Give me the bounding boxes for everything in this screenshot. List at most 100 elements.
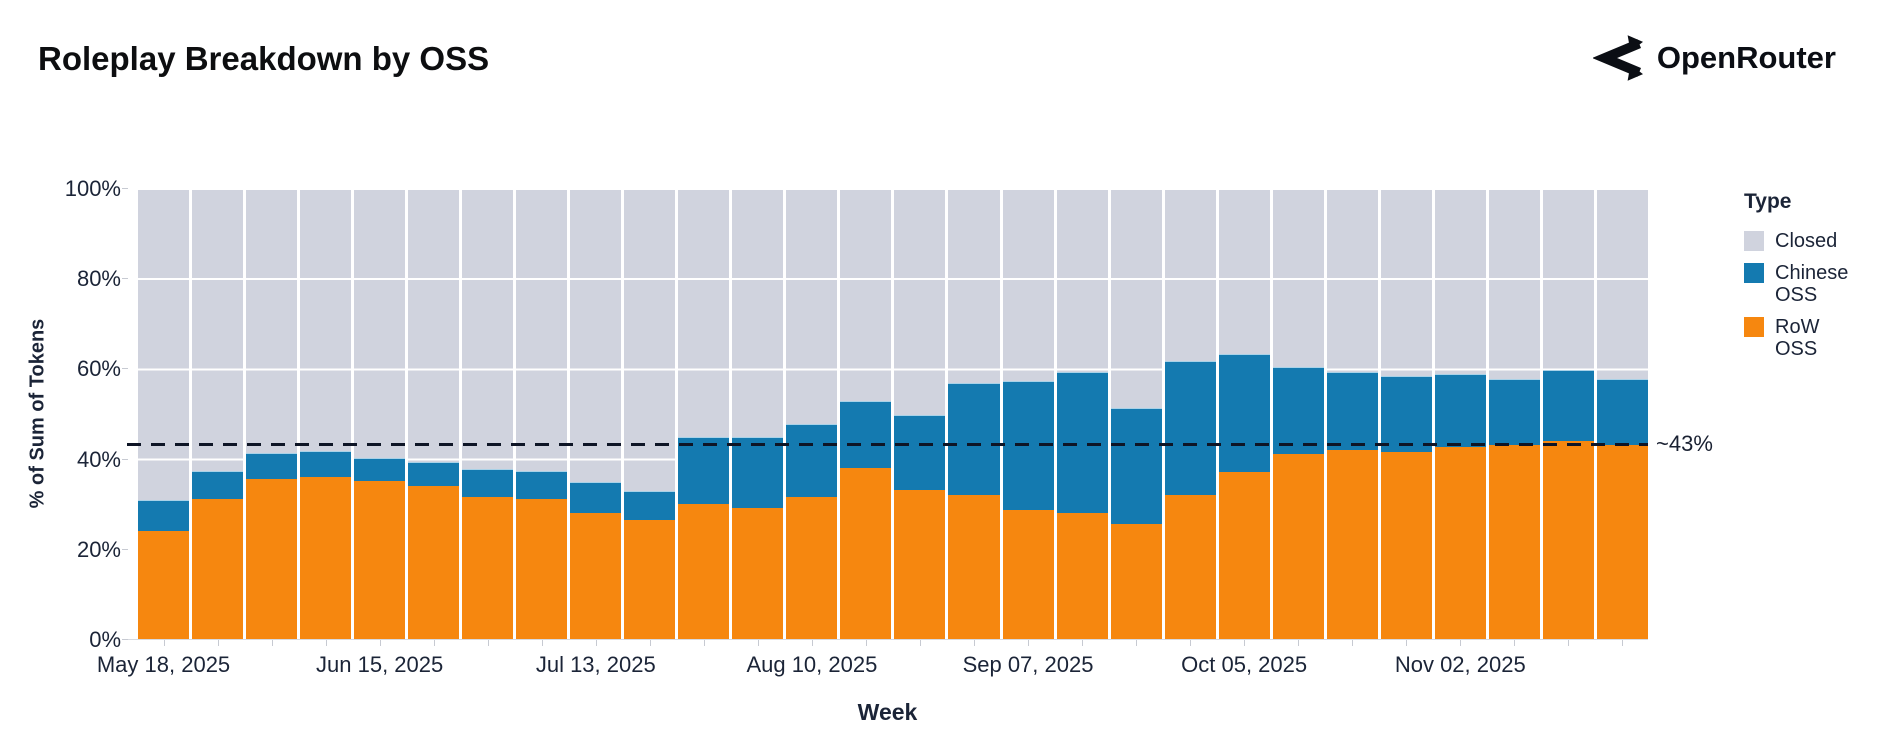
bar-nov-09-2025[interactable] [1488, 188, 1540, 639]
segment-row-oss[interactable] [894, 490, 946, 639]
segment-chinese-oss[interactable] [678, 437, 730, 504]
segment-chinese-oss[interactable] [1218, 353, 1270, 473]
segment-chinese-oss[interactable] [1056, 371, 1108, 513]
segment-chinese-oss[interactable] [732, 437, 784, 509]
bar-sep-28-2025[interactable] [1164, 188, 1216, 639]
segment-chinese-oss[interactable] [354, 457, 406, 482]
bar-aug-17-2025[interactable] [840, 188, 892, 639]
bar-jul-13-2025[interactable] [570, 188, 622, 639]
bar-aug-31-2025[interactable] [948, 188, 1000, 639]
segment-row-oss[interactable] [840, 467, 892, 639]
legend-item-row-oss[interactable]: RoW OSS [1744, 316, 1864, 360]
x-axis-title: Week [857, 699, 918, 725]
bar-aug-24-2025[interactable] [894, 188, 946, 639]
segment-chinese-oss[interactable] [894, 414, 946, 491]
segment-chinese-oss[interactable] [192, 471, 244, 500]
x-tick-mark [1298, 640, 1300, 646]
segment-row-oss[interactable] [1164, 494, 1216, 639]
segment-row-oss[interactable] [516, 499, 568, 639]
bar-jun-29-2025[interactable] [462, 188, 514, 639]
segment-row-oss[interactable] [138, 530, 190, 639]
segment-row-oss[interactable] [462, 496, 514, 639]
segment-chinese-oss[interactable] [1596, 378, 1648, 446]
bar-nov-02-2025[interactable] [1434, 188, 1486, 639]
segment-row-oss[interactable] [786, 496, 838, 639]
segment-chinese-oss[interactable] [1272, 367, 1324, 455]
segment-row-oss[interactable] [246, 478, 298, 639]
bar-oct-12-2025[interactable] [1272, 188, 1324, 639]
segment-chinese-oss[interactable] [1164, 360, 1216, 495]
bar-nov-23-2025[interactable] [1596, 188, 1648, 639]
legend-item-closed[interactable]: Closed [1744, 230, 1864, 252]
segment-row-oss[interactable] [624, 519, 676, 639]
x-axis-labels: May 18, 2025 Jun 15, 2025 Jul 13, 2025 Aug … [97, 652, 1648, 680]
bar-jul-27-2025[interactable] [678, 188, 730, 639]
segment-row-oss[interactable] [1380, 451, 1432, 639]
segment-chinese-oss[interactable] [1380, 376, 1432, 452]
bar-jul-06-2025[interactable] [516, 188, 568, 639]
segment-chinese-oss[interactable] [138, 500, 190, 531]
bar-nov-16-2025[interactable] [1542, 188, 1594, 639]
bar-sep-21-2025[interactable] [1110, 188, 1162, 639]
legend-label: RoW OSS [1775, 316, 1820, 360]
segment-chinese-oss[interactable] [1434, 374, 1486, 448]
x-tick-label: Oct 05, 2025 [1181, 652, 1308, 677]
bar-may-18-2025[interactable] [138, 188, 190, 639]
segment-chinese-oss[interactable] [408, 462, 460, 486]
segment-row-oss[interactable] [570, 512, 622, 639]
segment-chinese-oss[interactable] [570, 482, 622, 513]
y-tick-label-40: 40% [76, 446, 121, 472]
bar-aug-10-2025[interactable] [786, 188, 838, 639]
segment-row-oss[interactable] [1110, 524, 1162, 639]
segment-chinese-oss[interactable] [462, 468, 514, 497]
segment-chinese-oss[interactable] [1326, 371, 1378, 450]
y-tick-label-20: 20% [76, 536, 121, 562]
segment-chinese-oss[interactable] [786, 423, 838, 497]
bar-oct-26-2025[interactable] [1380, 188, 1432, 639]
bar-sep-07-2025[interactable] [1002, 188, 1054, 639]
segment-row-oss[interactable] [1002, 510, 1054, 639]
bar-sep-14-2025[interactable] [1056, 188, 1108, 639]
bar-jun-15-2025[interactable] [354, 188, 406, 639]
bar-aug-03-2025[interactable] [732, 188, 784, 639]
bar-may-25-2025[interactable] [192, 188, 244, 639]
bar-oct-19-2025[interactable] [1326, 188, 1378, 639]
segment-row-oss[interactable] [1596, 445, 1648, 639]
segment-chinese-oss[interactable] [1110, 408, 1162, 524]
x-tick-mark [541, 640, 543, 646]
openrouter-logo-icon [1592, 34, 1643, 82]
segment-row-oss[interactable] [1056, 512, 1108, 639]
segment-row-oss[interactable] [948, 494, 1000, 639]
segment-row-oss[interactable] [732, 508, 784, 639]
segment-chinese-oss[interactable] [1542, 369, 1594, 441]
bar-jun-01-2025[interactable] [246, 188, 298, 639]
segment-row-oss[interactable] [1218, 472, 1270, 639]
bar-jul-20-2025[interactable] [624, 188, 676, 639]
x-tick-mark [271, 640, 273, 646]
segment-row-oss[interactable] [300, 476, 352, 639]
segment-chinese-oss[interactable] [948, 383, 1000, 495]
segment-row-oss[interactable] [1326, 449, 1378, 639]
segment-row-oss[interactable] [1488, 445, 1540, 639]
bar-jun-08-2025[interactable] [300, 188, 352, 639]
x-tick-mark [217, 640, 219, 646]
segment-row-oss[interactable] [1434, 447, 1486, 639]
bar-jun-22-2025[interactable] [408, 188, 460, 639]
segment-row-oss[interactable] [408, 485, 460, 639]
bar-oct-05-2025[interactable] [1218, 188, 1270, 639]
segment-row-oss[interactable] [1272, 454, 1324, 639]
legend-item-chinese-oss[interactable]: Chinese OSS [1744, 262, 1864, 306]
segment-chinese-oss[interactable] [1488, 378, 1540, 446]
segment-chinese-oss[interactable] [624, 491, 676, 520]
y-tick-mark [122, 548, 128, 550]
x-axis-line [127, 639, 1648, 640]
segment-row-oss[interactable] [1542, 440, 1594, 639]
segment-chinese-oss[interactable] [840, 401, 892, 468]
segment-chinese-oss[interactable] [516, 471, 568, 500]
segment-row-oss[interactable] [192, 499, 244, 639]
x-tick-mark [1244, 640, 1246, 646]
segment-row-oss[interactable] [678, 503, 730, 639]
segment-chinese-oss[interactable] [300, 450, 352, 477]
segment-chinese-oss[interactable] [246, 453, 298, 479]
segment-row-oss[interactable] [354, 481, 406, 639]
